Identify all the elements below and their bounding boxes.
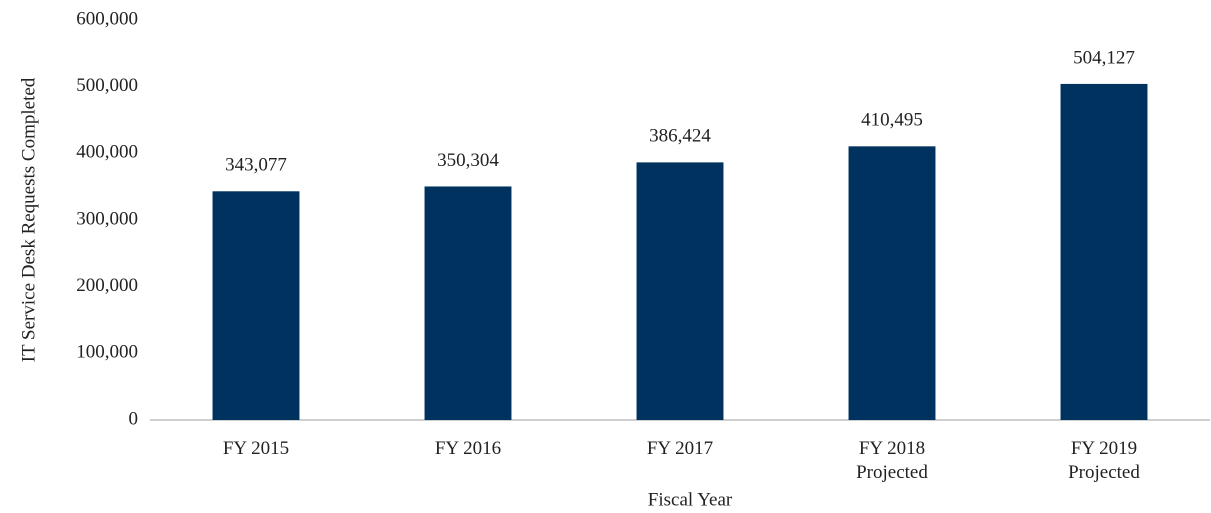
y-tick-label: 300,000	[76, 208, 138, 229]
bar	[1060, 83, 1148, 420]
bar	[848, 146, 936, 420]
x-tick-label: FY 2015	[222, 438, 290, 459]
data-label: 504,127	[1073, 47, 1135, 68]
data-label: 343,077	[225, 155, 287, 176]
x-tick-label: FY 2019 Projected	[1068, 438, 1140, 483]
x-axis-title: Fiscal Year	[648, 489, 733, 510]
bar	[424, 186, 512, 420]
y-tick-label: 0	[129, 408, 139, 429]
data-label: 386,424	[649, 126, 711, 147]
x-tick-label: FY 2016	[434, 438, 502, 459]
bar	[636, 162, 724, 420]
y-tick-label: 200,000	[76, 275, 138, 296]
y-tick-label: 600,000	[76, 8, 138, 29]
y-axis-title: IT Service Desk Requests Completed	[18, 77, 39, 362]
bar	[212, 191, 300, 420]
y-tick-label: 100,000	[76, 342, 138, 363]
data-label: 350,304	[437, 150, 499, 171]
y-tick-label: 500,000	[76, 75, 138, 96]
data-label: 410,495	[861, 110, 923, 131]
x-tick-label: FY 2017	[646, 438, 714, 459]
y-tick-label: 400,000	[76, 142, 138, 163]
x-tick-label: FY 2018 Projected	[856, 438, 928, 483]
